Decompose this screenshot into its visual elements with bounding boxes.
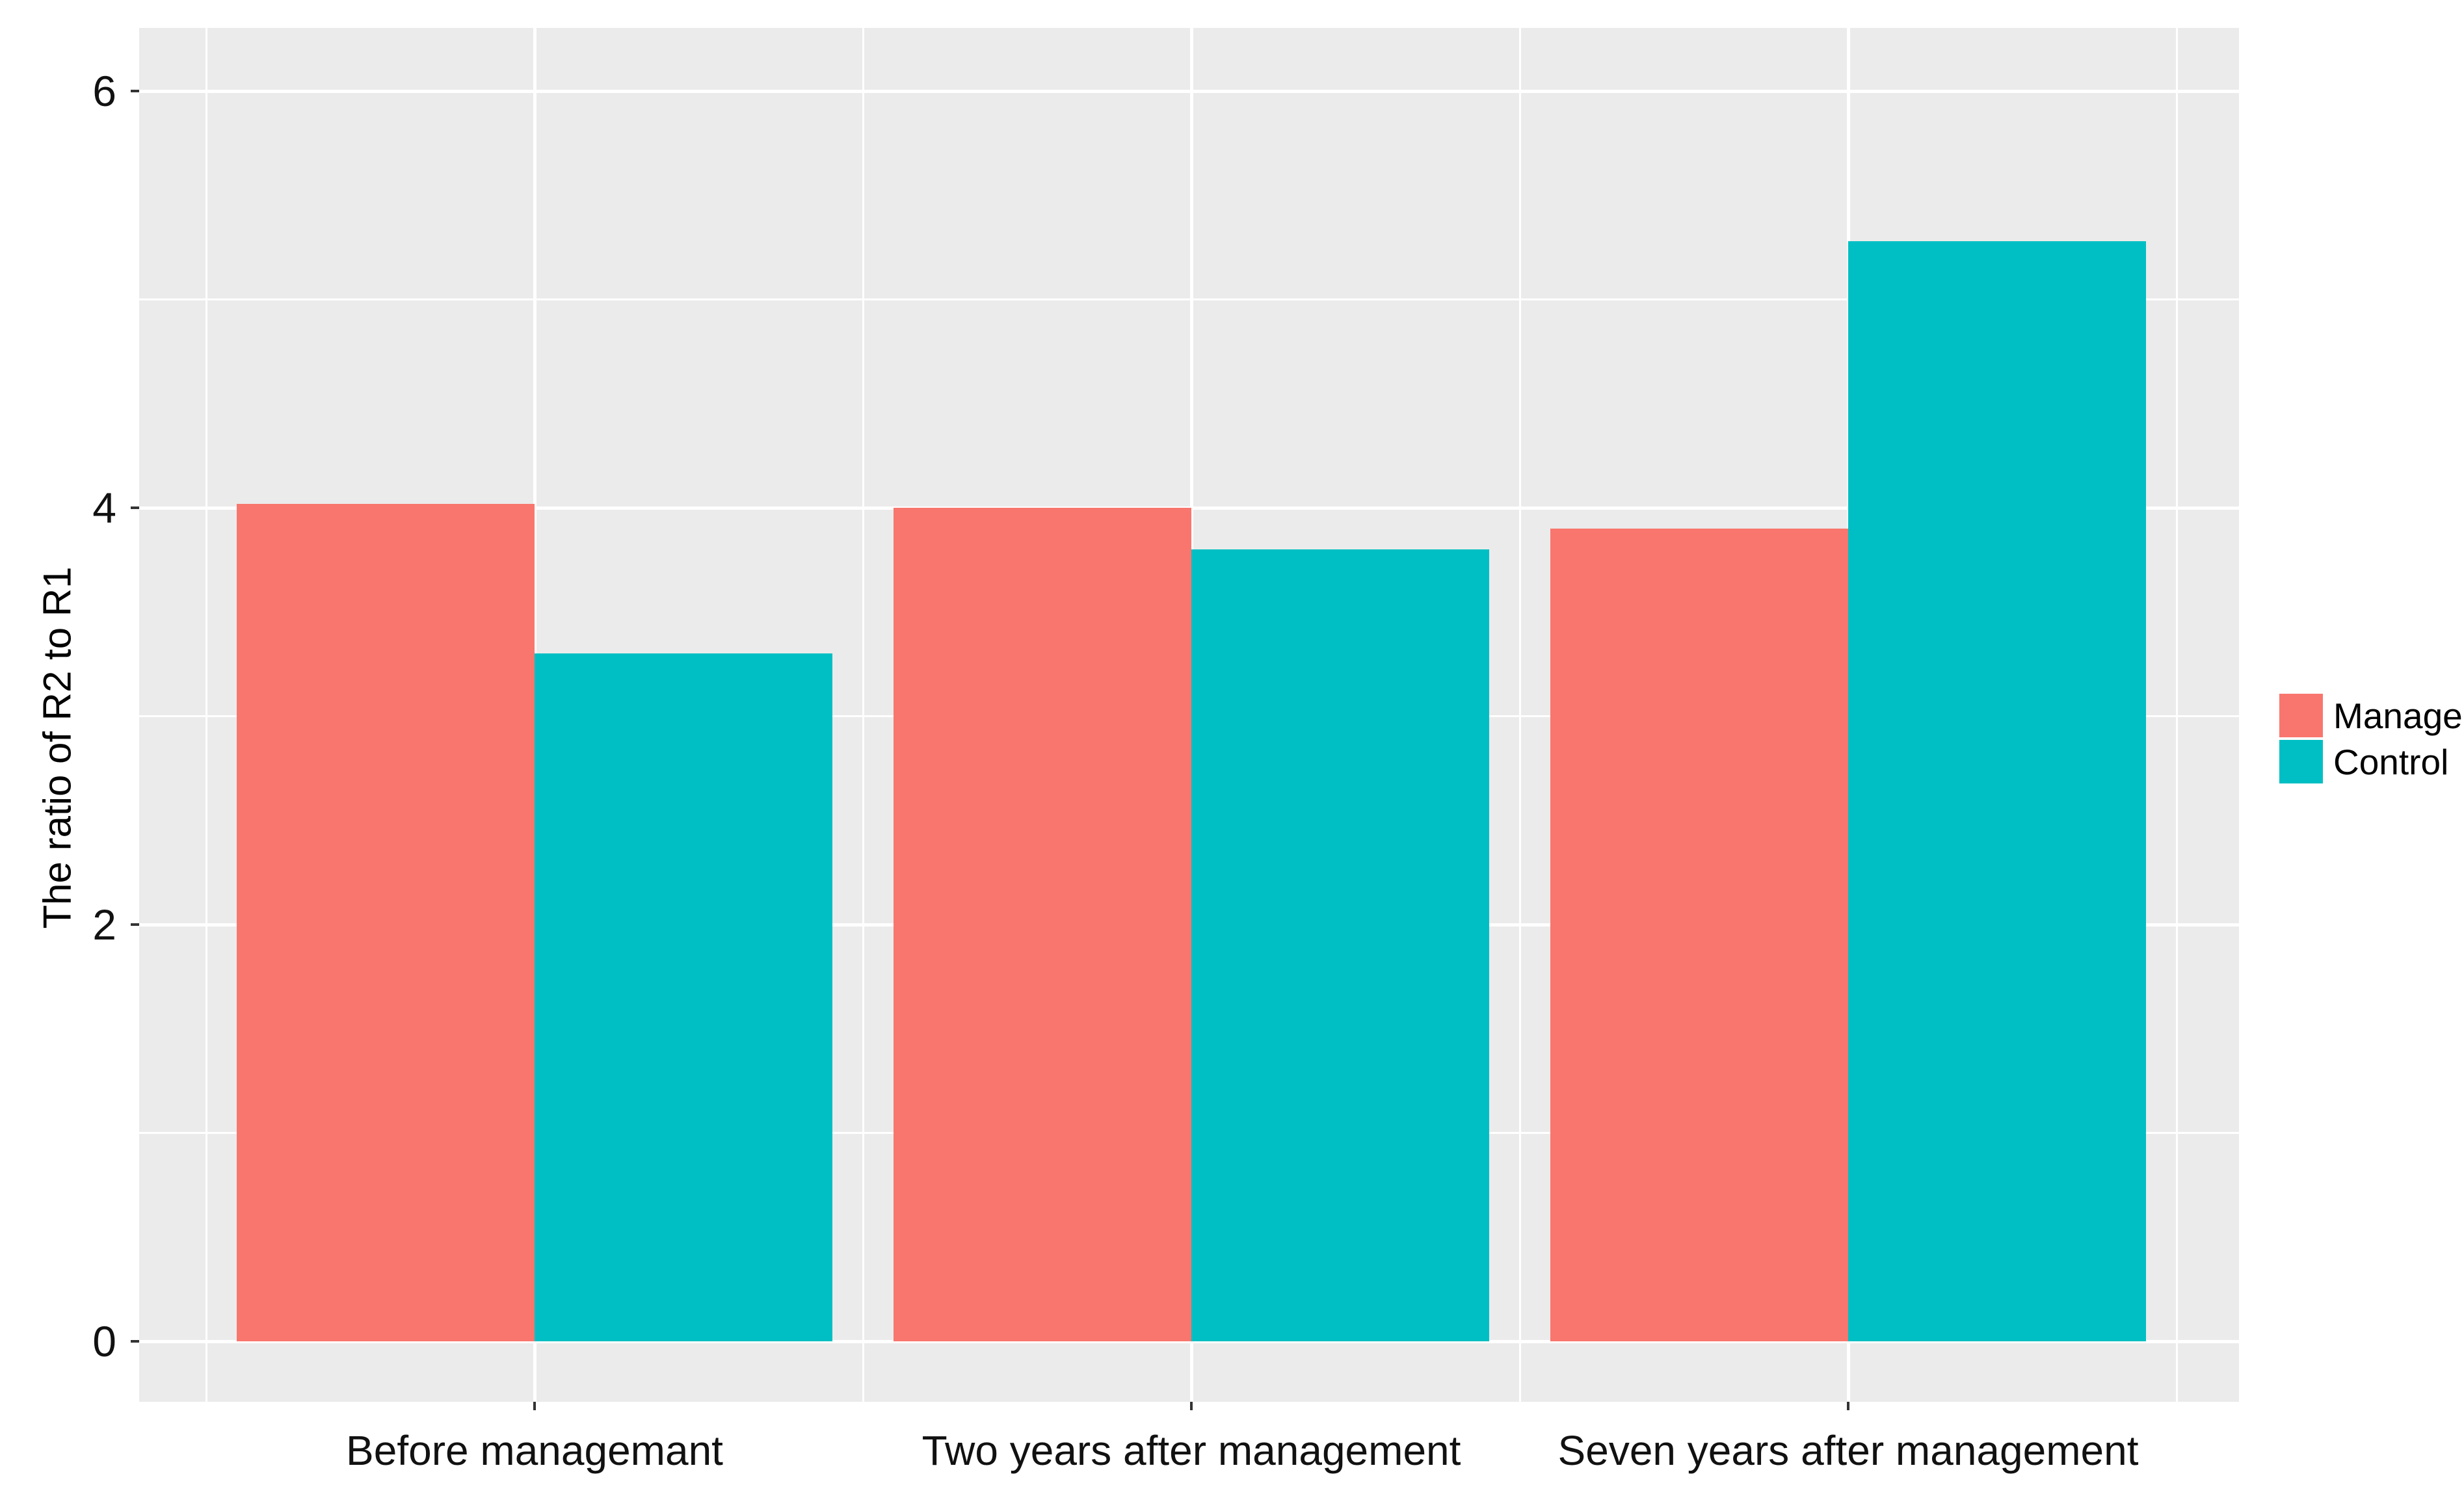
x-tick-label-0: Before managemant [346, 1427, 723, 1474]
legend-swatch-control [2279, 740, 2323, 783]
minor-gridline-x [205, 28, 207, 1402]
x-tick-mark [533, 1402, 536, 1410]
bar-control-1 [1191, 549, 1489, 1341]
legend-label: Control [2333, 741, 2449, 782]
major-gridline-y [139, 89, 2239, 93]
bar-control-2 [1848, 241, 2146, 1341]
bar-manage-0 [237, 503, 535, 1341]
legend: Manage Control [2279, 694, 2463, 783]
legend-swatch-manage [2279, 694, 2323, 737]
y-tick-label: 2 [92, 900, 116, 949]
y-axis-title: The ratio of R2 to R1 [35, 566, 79, 929]
x-tick-mark [1190, 1402, 1193, 1410]
legend-item-manage: Manage [2279, 694, 2463, 737]
minor-gridline-y [139, 298, 2239, 300]
bar-manage-2 [1550, 529, 1848, 1341]
plot-panel [139, 28, 2239, 1402]
bar-control-0 [535, 653, 832, 1341]
minor-gridline-x [2175, 28, 2178, 1402]
y-tick-label: 6 [92, 67, 116, 115]
x-tick-label-1: Two years after management [921, 1427, 1461, 1474]
y-tick-mark [131, 506, 139, 509]
y-tick-mark [131, 90, 139, 92]
y-tick-mark [131, 1340, 139, 1343]
minor-gridline-x [1518, 28, 1521, 1402]
y-tick-label: 4 [92, 484, 116, 532]
x-tick-label-2: Seven years after management [1557, 1427, 2139, 1474]
x-tick-mark [1847, 1402, 1849, 1410]
legend-item-control: Control [2279, 740, 2463, 783]
legend-label: Manage [2333, 695, 2463, 736]
y-tick-label: 0 [92, 1317, 116, 1365]
major-gridline-y [139, 1339, 2239, 1343]
bar-manage-1 [894, 508, 1191, 1341]
y-tick-mark [131, 923, 139, 926]
minor-gridline-x [862, 28, 864, 1402]
